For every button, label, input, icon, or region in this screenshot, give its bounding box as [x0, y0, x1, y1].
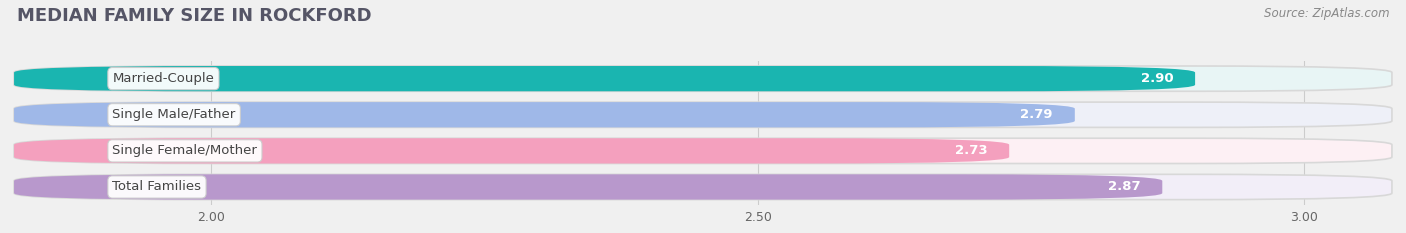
Text: Married-Couple: Married-Couple — [112, 72, 214, 85]
FancyBboxPatch shape — [14, 138, 1010, 164]
Text: 2.79: 2.79 — [1021, 108, 1053, 121]
Text: 2.90: 2.90 — [1140, 72, 1173, 85]
Text: Total Families: Total Families — [112, 181, 201, 193]
FancyBboxPatch shape — [14, 174, 1163, 200]
Text: Single Male/Father: Single Male/Father — [112, 108, 236, 121]
Text: Single Female/Mother: Single Female/Mother — [112, 144, 257, 157]
FancyBboxPatch shape — [14, 138, 1392, 164]
FancyBboxPatch shape — [14, 66, 1195, 91]
Text: 2.73: 2.73 — [955, 144, 987, 157]
FancyBboxPatch shape — [14, 66, 1392, 91]
FancyBboxPatch shape — [14, 102, 1074, 127]
FancyBboxPatch shape — [14, 102, 1392, 127]
Text: Source: ZipAtlas.com: Source: ZipAtlas.com — [1264, 7, 1389, 20]
FancyBboxPatch shape — [14, 174, 1392, 200]
Text: 2.87: 2.87 — [1108, 181, 1140, 193]
Text: MEDIAN FAMILY SIZE IN ROCKFORD: MEDIAN FAMILY SIZE IN ROCKFORD — [17, 7, 371, 25]
